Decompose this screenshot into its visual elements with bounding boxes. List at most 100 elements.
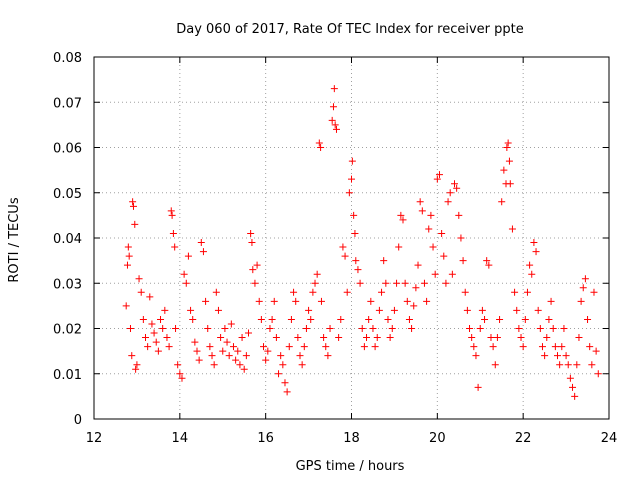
data-point — [167, 207, 175, 215]
data-point — [320, 334, 328, 342]
data-point — [180, 270, 188, 278]
data-point — [217, 334, 225, 342]
data-point — [128, 352, 136, 360]
data-point — [556, 361, 564, 369]
data-point — [266, 325, 274, 332]
data-point — [178, 374, 186, 382]
data-point — [277, 352, 285, 360]
data-point — [139, 315, 147, 323]
data-point — [219, 347, 227, 355]
data-point — [416, 198, 424, 206]
data-point — [386, 334, 394, 342]
data-point — [461, 288, 469, 296]
data-point — [260, 343, 268, 351]
data-point — [313, 270, 321, 278]
data-point — [307, 315, 315, 323]
data-point — [547, 297, 555, 305]
data-point — [562, 352, 570, 360]
data-point — [157, 315, 165, 323]
data-point — [257, 315, 265, 323]
data-point — [189, 315, 197, 323]
data-point — [485, 261, 493, 269]
data-point — [571, 392, 579, 400]
data-point — [169, 229, 177, 237]
data-point — [523, 288, 531, 296]
data-point — [172, 325, 180, 332]
data-point — [309, 288, 317, 296]
data-point — [225, 352, 233, 360]
data-point — [182, 279, 190, 287]
data-point — [504, 139, 512, 147]
data-point — [354, 266, 362, 274]
data-point — [161, 306, 169, 314]
data-point — [536, 325, 544, 332]
data-point — [142, 334, 149, 342]
data-point — [453, 184, 461, 192]
x-tick-label: 18 — [343, 431, 360, 446]
data-point — [388, 325, 396, 332]
data-point — [124, 243, 132, 251]
chart-title: Day 060 of 2017, Rate Of TEC Index for r… — [176, 22, 524, 37]
data-point — [511, 288, 519, 296]
data-point — [369, 325, 377, 332]
data-point — [435, 171, 443, 179]
data-point — [238, 334, 246, 342]
data-point — [152, 338, 160, 346]
data-point — [352, 257, 360, 265]
data-point — [292, 297, 300, 305]
data-point — [397, 211, 405, 219]
data-point — [551, 343, 559, 351]
data-point — [455, 211, 463, 219]
data-point — [592, 347, 600, 355]
data-point — [420, 279, 428, 287]
data-point — [440, 252, 448, 260]
data-point — [168, 211, 176, 219]
data-point — [251, 279, 259, 287]
data-point — [332, 125, 340, 133]
data-point — [564, 361, 572, 369]
data-point — [326, 325, 334, 332]
data-point — [425, 225, 433, 233]
data-point — [285, 343, 293, 351]
data-point — [380, 257, 388, 265]
data-point — [503, 144, 511, 151]
data-point — [229, 343, 237, 351]
data-point — [245, 329, 252, 337]
data-point — [191, 338, 199, 346]
data-point — [367, 297, 375, 305]
data-point — [476, 325, 484, 332]
data-point — [221, 325, 229, 332]
data-point — [187, 306, 195, 314]
data-point — [459, 257, 467, 265]
data-point — [481, 315, 489, 323]
data-point — [410, 302, 418, 310]
data-point — [345, 189, 353, 197]
data-point — [132, 365, 140, 373]
data-point — [249, 266, 257, 274]
data-point — [505, 157, 513, 165]
data-point — [302, 325, 310, 332]
data-point — [560, 325, 568, 332]
y-tick-label: 0 — [74, 413, 82, 428]
y-tick-label: 0.01 — [53, 368, 82, 383]
data-point — [328, 116, 336, 124]
data-point — [393, 279, 401, 287]
data-point — [268, 315, 276, 323]
data-point — [317, 144, 325, 151]
data-point — [496, 315, 504, 323]
data-point — [300, 343, 308, 351]
data-point — [322, 343, 330, 351]
data-point — [569, 383, 577, 391]
data-point — [442, 279, 450, 287]
data-point — [534, 306, 542, 314]
data-point — [348, 157, 356, 165]
data-point — [123, 261, 131, 269]
data-point — [275, 370, 283, 378]
data-point — [384, 315, 392, 323]
data-point — [317, 297, 325, 305]
data-point — [584, 315, 592, 323]
data-point — [279, 361, 287, 369]
data-point — [373, 334, 381, 342]
data-point — [350, 211, 358, 219]
